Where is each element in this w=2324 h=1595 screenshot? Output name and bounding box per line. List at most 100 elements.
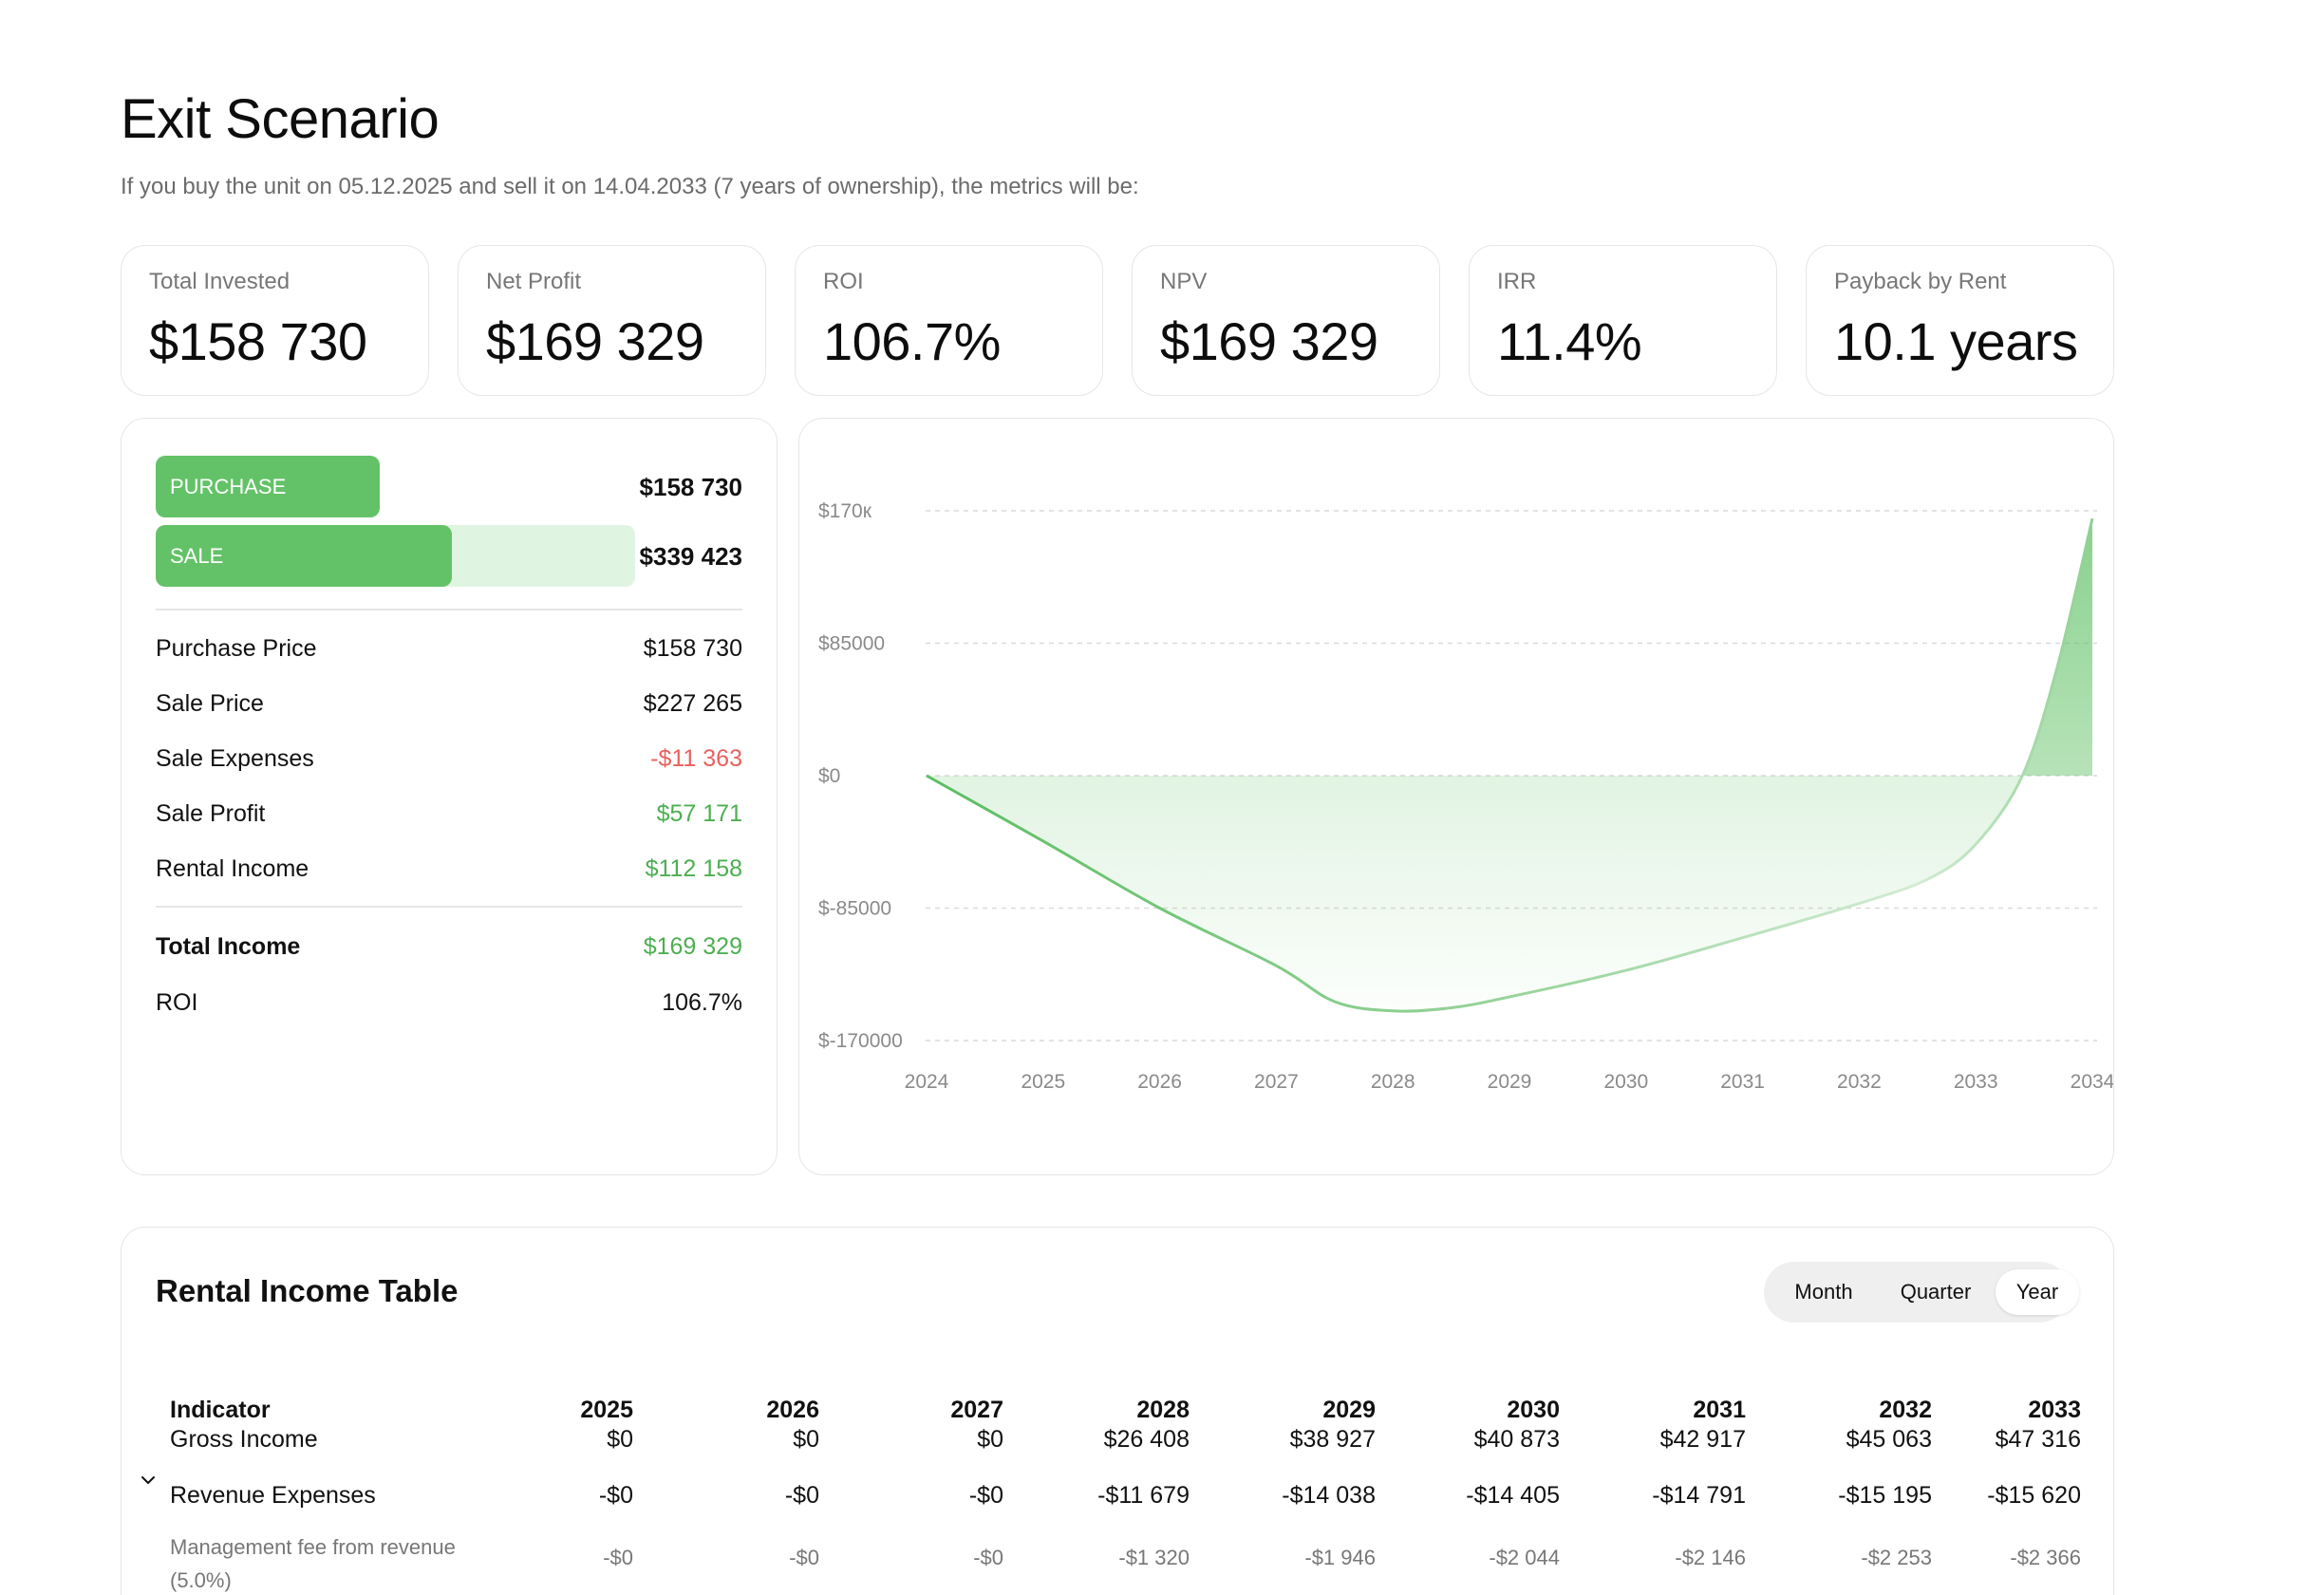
row-sale-expenses: Sale Expenses -$11 363 xyxy=(156,740,742,778)
x-tick-label: 2028 xyxy=(1371,1071,1415,1093)
table-cell: $40 873 xyxy=(1473,1426,1560,1453)
x-tick-label: 2025 xyxy=(1021,1071,1065,1093)
table-cell: -$2 366 xyxy=(2010,1546,2081,1569)
table-cell: -$0 xyxy=(598,1482,633,1509)
row-label: Rental Income xyxy=(156,855,309,882)
table-cell: -$0 xyxy=(968,1482,1003,1509)
table-cell: -$1 320 xyxy=(1118,1546,1190,1569)
row-label: Purchase Price xyxy=(156,635,317,662)
row-purchase-price: Purchase Price $158 730 xyxy=(156,629,742,667)
table-cell: $26 408 xyxy=(1103,1426,1190,1453)
chart-svg: $170к $85000 $0 $-85000 $-170000 2024 2025 202… xyxy=(818,500,2114,1093)
y-tick-label: $170к xyxy=(818,500,872,522)
row-value: $158 730 xyxy=(643,635,742,662)
y-tick-label: $-170000 xyxy=(818,1030,903,1052)
series-line xyxy=(926,517,2094,1013)
period-month-button[interactable]: Month xyxy=(1794,1280,1853,1304)
x-tick-label: 2026 xyxy=(1137,1071,1182,1093)
divider xyxy=(156,609,742,610)
table-cell: -$15 195 xyxy=(1838,1482,1932,1509)
metric-value: 10.1 years xyxy=(1834,311,2078,371)
column-header-year: 2029 xyxy=(1322,1397,1376,1423)
summary-card: PURCHASE $158 730 SALE $339 423 Purchase… xyxy=(121,418,778,1175)
purchase-bar-label: PURCHASE xyxy=(170,475,287,498)
column-header-year: 2031 xyxy=(1693,1397,1746,1423)
column-header-year: 2026 xyxy=(766,1397,819,1423)
x-tick-label: 2027 xyxy=(1254,1071,1299,1093)
metric-value: $158 730 xyxy=(149,311,367,371)
metric-value: $169 329 xyxy=(1160,311,1378,371)
chevron-down-icon[interactable] xyxy=(139,1471,158,1490)
table-cell: -$2 044 xyxy=(1489,1546,1560,1569)
row-value: $112 158 xyxy=(645,855,742,882)
x-tick-label: 2031 xyxy=(1720,1071,1765,1093)
sale-bar-fill: SALE xyxy=(156,525,452,587)
column-header-year: 2025 xyxy=(580,1397,633,1423)
table-cell: -$0 xyxy=(973,1546,1003,1569)
row-label: Total Income xyxy=(156,933,301,960)
column-header-year: 2030 xyxy=(1507,1397,1560,1423)
page-subtitle: If you buy the unit on 05.12.2025 and se… xyxy=(121,174,1139,199)
metric-label: Payback by Rent xyxy=(1834,269,2007,294)
table-cell: $0 xyxy=(977,1426,1003,1453)
row-label: Sale Expenses xyxy=(156,745,314,772)
table-cell: $0 xyxy=(793,1426,819,1453)
row-label: Sale Price xyxy=(156,690,264,717)
column-header-year: 2027 xyxy=(950,1397,1003,1423)
metric-irr: IRR 11.4% xyxy=(1469,245,1777,396)
area-negative xyxy=(927,776,2092,1012)
table-cell: -$14 405 xyxy=(1466,1482,1560,1509)
x-tick-label: 2033 xyxy=(1954,1071,1998,1093)
table-row-label: Management fee from revenue (5.0%) xyxy=(170,1535,456,1592)
purchase-bar: PURCHASE $158 730 xyxy=(156,456,742,517)
row-label: Sale Profit xyxy=(156,800,266,827)
metric-value: $169 329 xyxy=(486,311,704,371)
y-tick-label: $85000 xyxy=(818,633,885,655)
period-quarter-button[interactable]: Quarter xyxy=(1900,1280,1972,1304)
cashflow-chart: $170к $85000 $0 $-85000 $-170000 2024 2025 202… xyxy=(798,418,2114,1175)
metric-label: NPV xyxy=(1160,269,1208,294)
table-cell: -$0 xyxy=(789,1546,819,1569)
table-row-label: Revenue Expenses xyxy=(170,1482,376,1509)
metric-roi: ROI 106.7% xyxy=(795,245,1103,396)
y-tick-label: $0 xyxy=(818,765,840,787)
table-cell: -$2 146 xyxy=(1675,1546,1746,1569)
metric-npv: NPV $169 329 xyxy=(1132,245,1440,396)
sale-bar-label: SALE xyxy=(170,544,224,568)
metric-payback: Payback by Rent 10.1 years xyxy=(1806,245,2114,396)
table-cell: -$11 679 xyxy=(1097,1482,1190,1509)
period-toggle: Month Quarter Year xyxy=(1764,1262,2079,1323)
period-year-button[interactable]: Year xyxy=(1996,1269,2079,1315)
column-header-indicator: Indicator xyxy=(170,1397,271,1423)
row-sale-profit: Sale Profit $57 171 xyxy=(156,795,742,833)
metric-label: ROI xyxy=(823,269,864,294)
table-cell: $42 917 xyxy=(1659,1426,1746,1453)
table-cell: $0 xyxy=(607,1426,633,1453)
rental-income-table: Rental Income Table Month Quarter Year I… xyxy=(121,1227,2114,1595)
sale-bar-value: $339 423 xyxy=(639,542,742,571)
x-tick-label: 2034 xyxy=(2071,1071,2114,1093)
table-cell: $47 316 xyxy=(1995,1426,2081,1453)
column-header-year: 2032 xyxy=(1879,1397,1932,1423)
x-tick-label: 2032 xyxy=(1837,1071,1882,1093)
x-tick-label: 2029 xyxy=(1488,1071,1532,1093)
metric-label: IRR xyxy=(1497,269,1537,294)
column-header-year: 2028 xyxy=(1136,1397,1190,1423)
table-cell: -$0 xyxy=(784,1482,819,1509)
table-cell: -$15 620 xyxy=(1987,1482,2081,1509)
table-cell: -$14 791 xyxy=(1652,1482,1746,1509)
table-cell: $45 063 xyxy=(1846,1426,1932,1453)
divider xyxy=(156,906,742,908)
row-roi: ROI 106.7% xyxy=(156,984,742,1022)
metric-net-profit: Net Profit $169 329 xyxy=(458,245,766,396)
sale-bar: SALE $339 423 xyxy=(156,525,742,587)
table-row-label: Gross Income xyxy=(170,1426,318,1453)
metric-total-invested: Total Invested $158 730 xyxy=(121,245,429,396)
row-value: $57 171 xyxy=(656,800,742,827)
table-cell: -$14 038 xyxy=(1282,1482,1376,1509)
metric-label: Net Profit xyxy=(486,269,582,294)
row-rental-income: Rental Income $112 158 xyxy=(156,850,742,888)
metric-value: 106.7% xyxy=(823,311,1001,371)
row-value: $227 265 xyxy=(643,690,742,717)
row-total-income: Total Income $169 329 xyxy=(156,928,742,966)
